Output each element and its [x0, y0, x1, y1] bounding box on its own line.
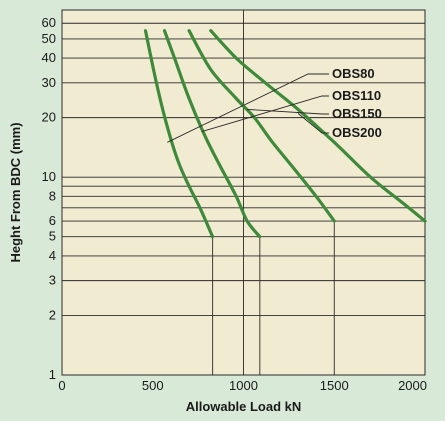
y-tick-label-20: 20 [42, 110, 56, 125]
y-tick-label-1: 1 [49, 367, 56, 382]
legend-label-obs150: OBS150 [332, 106, 382, 121]
series-line-obs80 [143, 29, 215, 239]
grid [62, 10, 425, 375]
series-line-obs200 [209, 29, 427, 223]
y-tick-label-3: 3 [49, 273, 56, 288]
legend-leader-obs200 [297, 113, 329, 134]
legend-leader-obs80 [167, 73, 329, 143]
x-tick-label-0: 0 [58, 378, 65, 393]
x-axis-title: Allowable Load kN [186, 399, 302, 414]
x-tick-label-2000: 2000 [398, 378, 427, 393]
legend-label-obs200: OBS200 [332, 125, 382, 140]
y-tick-label-8: 8 [49, 188, 56, 203]
y-tick-label-6: 6 [49, 213, 56, 228]
y-tick-label-5: 5 [49, 229, 56, 244]
y-tick-label-2: 2 [49, 307, 56, 322]
y-tick-label-40: 40 [42, 50, 56, 65]
y-tick-label-60: 60 [42, 15, 56, 30]
curves [143, 29, 427, 375]
y-tick-label-10: 10 [42, 169, 56, 184]
x-tick-label-500: 500 [142, 378, 164, 393]
series-line-obs150 [187, 29, 336, 223]
x-tick-label-1500: 1500 [320, 378, 349, 393]
legend-leader-obs150 [247, 108, 329, 115]
x-tick-label-1000: 1000 [229, 378, 258, 393]
y-axis-title: Heght From BDC (mm) [8, 122, 23, 262]
y-tick-label-4: 4 [49, 248, 56, 263]
legend-label-obs80: OBS80 [332, 66, 375, 81]
y-tick-label-30: 30 [42, 75, 56, 90]
series-line-obs110 [162, 29, 262, 239]
legend: OBS80 OBS110 OBS150 OBS200 [167, 66, 382, 143]
legend-label-obs110: OBS110 [332, 88, 381, 103]
y-tick-label-50: 50 [42, 31, 56, 46]
legend-leader-obs110 [201, 95, 329, 133]
